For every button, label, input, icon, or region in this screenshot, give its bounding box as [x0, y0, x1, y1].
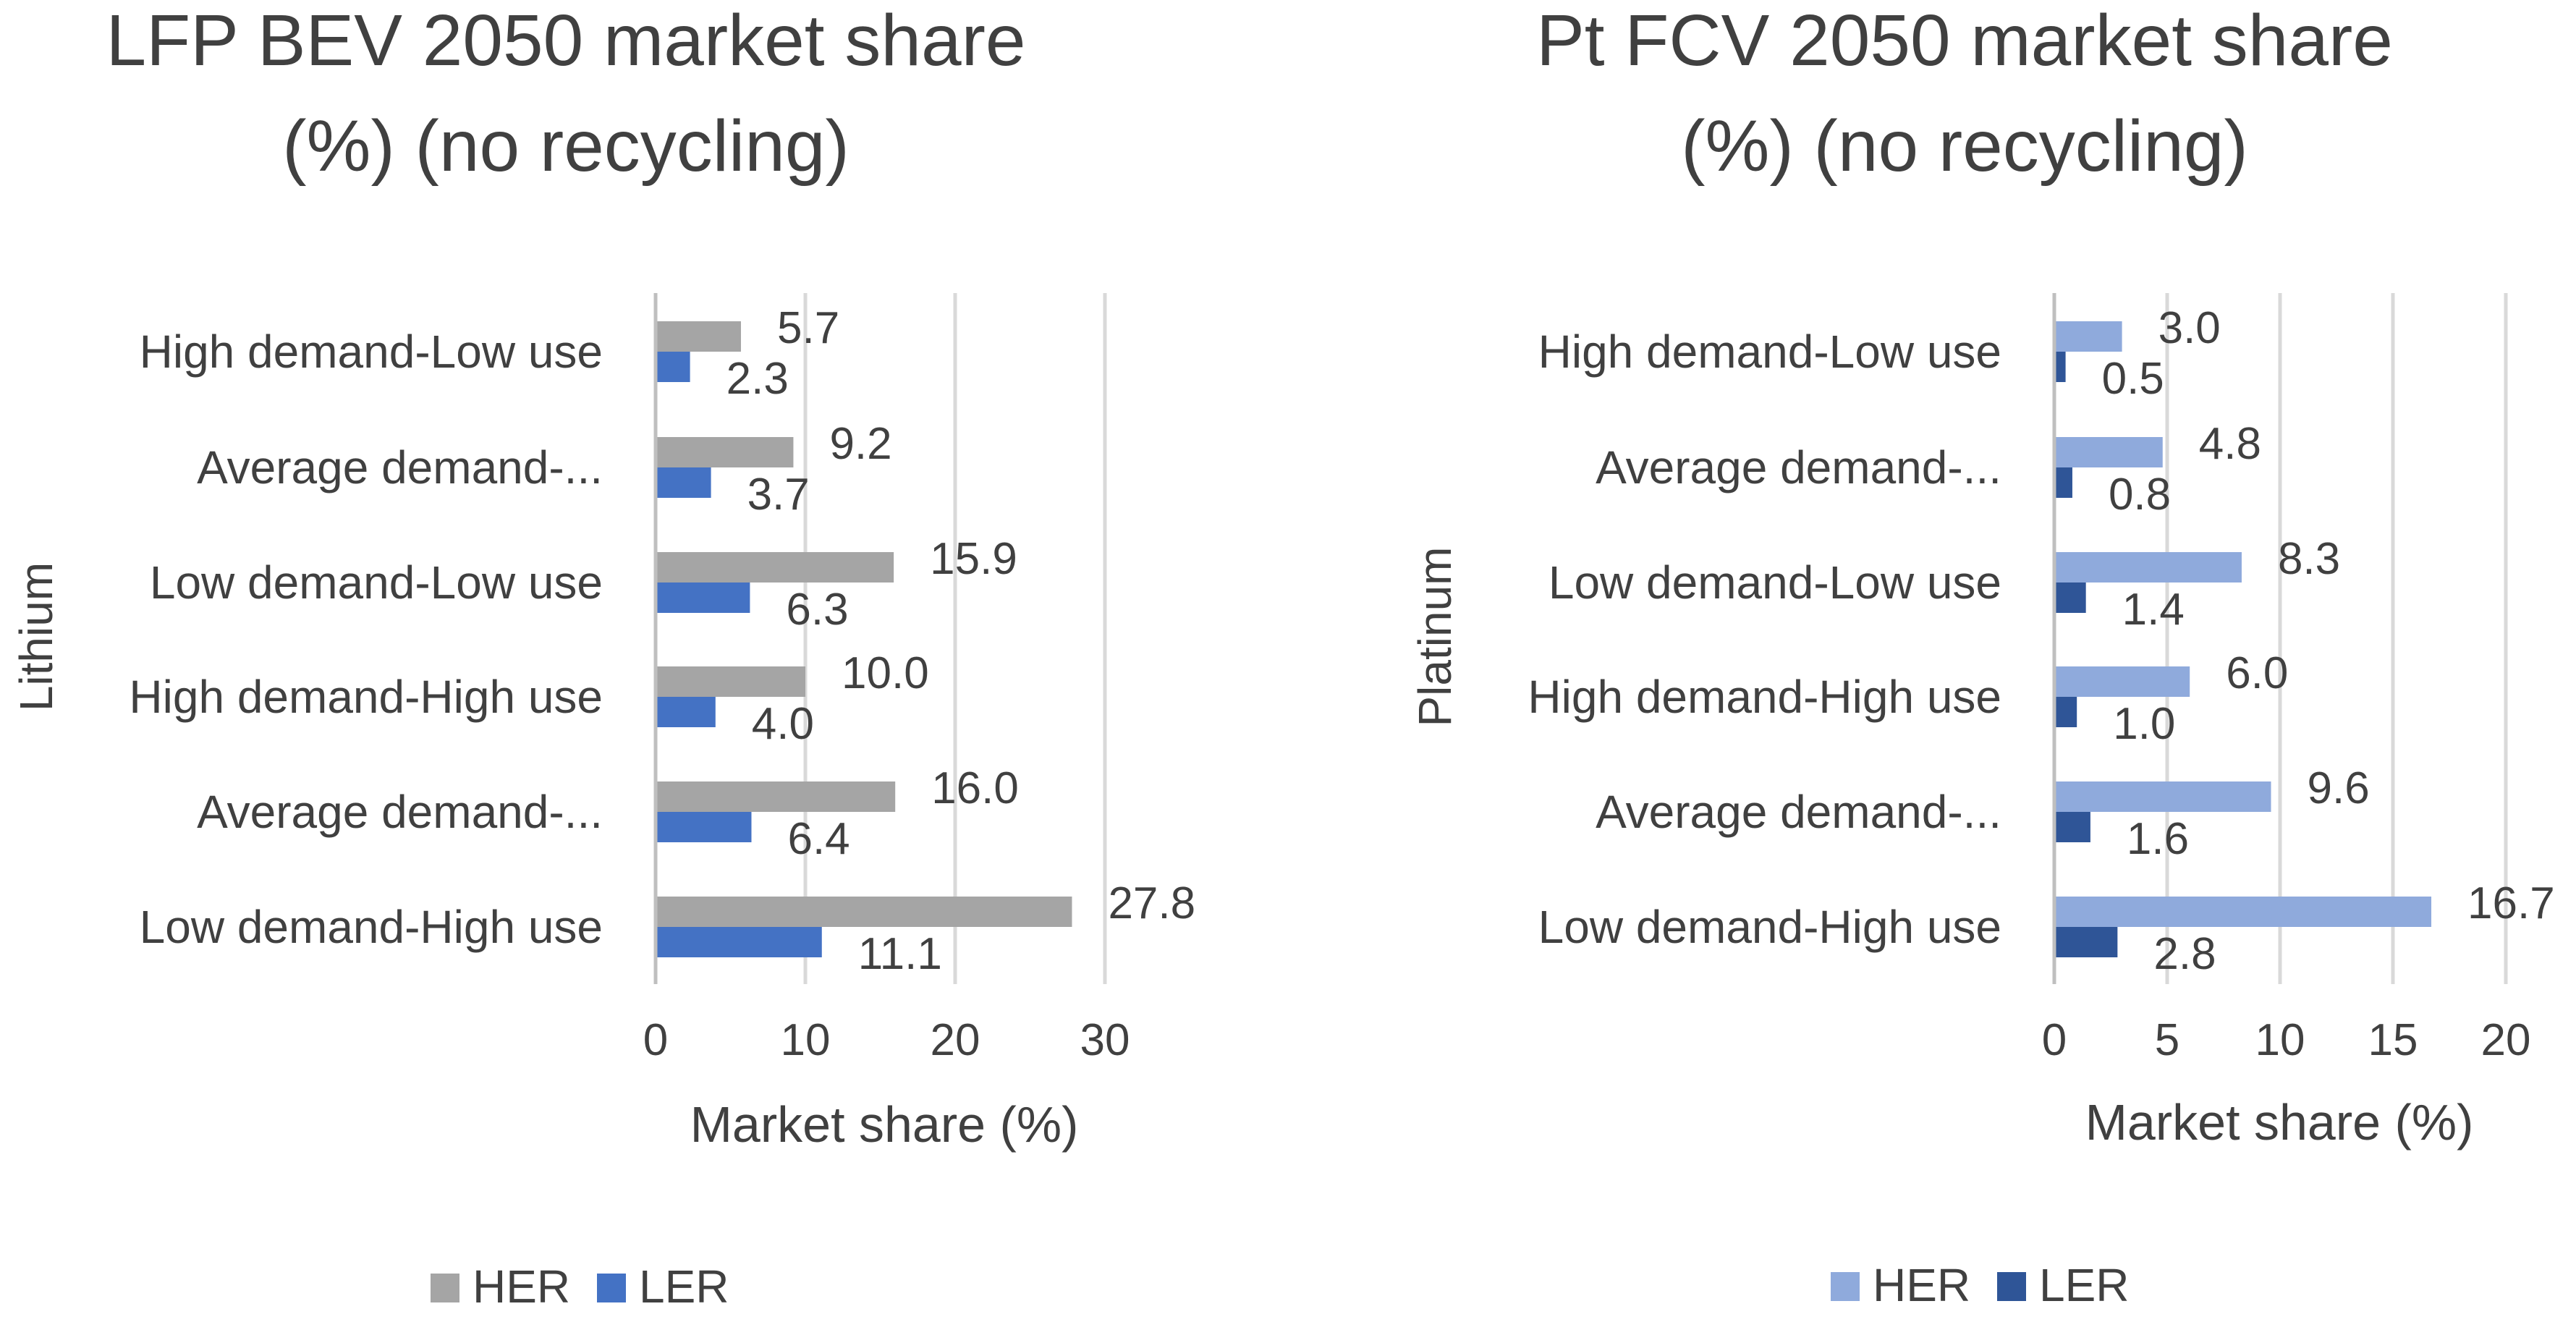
data-label-ler: 1.0 [2113, 699, 2175, 749]
category-label: Average demand-... [1596, 441, 2001, 493]
data-label-her: 4.8 [2199, 419, 2261, 469]
x-axis-label: Market share (%) [690, 1096, 1079, 1153]
data-label-her: 27.8 [1108, 878, 1195, 928]
bar-ler [656, 927, 822, 957]
category-label: High demand-High use [1528, 671, 2001, 723]
data-label-ler: 4.0 [752, 699, 814, 749]
bar-her [2054, 897, 2432, 927]
data-label-ler: 1.4 [2122, 585, 2185, 635]
data-label-ler: 3.7 [747, 470, 810, 520]
y-axis-label: Platinum [1409, 547, 1461, 727]
category-label: High demand-Low use [1538, 326, 2001, 378]
data-label-her: 10.0 [842, 648, 929, 698]
x-tick-label: 30 [1080, 1015, 1130, 1065]
bar-ler [2054, 352, 2066, 382]
bar-ler [656, 697, 716, 727]
data-label-her: 6.0 [2226, 648, 2288, 698]
legend-label-her: HER [473, 1261, 570, 1313]
bar-her [2054, 437, 2163, 467]
chart-title: (%) (no recycling) [282, 106, 850, 187]
bar-her [656, 781, 896, 812]
legend: HER LER [1831, 1259, 2130, 1311]
data-label-her: 8.3 [2278, 534, 2340, 584]
data-label-her: 9.6 [2308, 763, 2370, 813]
chart-title: (%) (no recycling) [1681, 106, 2248, 187]
category-label: Low demand-Low use [150, 556, 603, 609]
data-label-her: 3.0 [2158, 303, 2221, 353]
x-axis-label: Market share (%) [2085, 1094, 2474, 1151]
data-label-ler: 11.1 [858, 929, 942, 979]
legend-label-her: HER [1873, 1259, 1970, 1311]
x-tick-label: 5 [2155, 1015, 2179, 1065]
legend-swatch-her [431, 1274, 459, 1302]
chart-panel-1: LFP BEV 2050 market share (%) (no recycli… [10, 0, 1195, 1313]
data-label-ler: 6.3 [786, 585, 848, 635]
category-label: High demand-Low use [140, 326, 603, 378]
legend-swatch-her [1831, 1272, 1860, 1301]
x-tick-label: 0 [2042, 1015, 2067, 1065]
legend-label-ler: LER [639, 1261, 729, 1313]
chart-panel-2: Pt FCV 2050 market share (%) (no recyclin… [1409, 0, 2555, 1311]
bar-her [2054, 781, 2271, 812]
bar-ler [656, 467, 711, 498]
data-label-her: 9.2 [829, 419, 891, 469]
legend-swatch-ler [1997, 1272, 2026, 1301]
category-label: Average demand-... [1596, 786, 2001, 838]
bar-her [2054, 552, 2242, 582]
category-label: High demand-High use [129, 671, 603, 723]
x-tick-label: 15 [2368, 1015, 2418, 1065]
x-tick-label: 20 [2481, 1015, 2531, 1065]
category-label: Low demand-Low use [1548, 556, 2001, 609]
y-axis-label: Lithium [10, 562, 62, 711]
bar-ler [2054, 812, 2090, 842]
category-label: Low demand-High use [140, 901, 603, 953]
chart-title: LFP BEV 2050 market share [106, 0, 1025, 81]
bar-ler [2054, 927, 2118, 957]
bar-ler [656, 812, 752, 842]
chart-title: Pt FCV 2050 market share [1536, 0, 2393, 81]
bar-ler [656, 582, 750, 613]
bar-ler [2054, 697, 2077, 727]
data-label-ler: 2.8 [2153, 929, 2216, 979]
bar-ler [2054, 582, 2086, 613]
bar-her [2054, 321, 2122, 352]
data-label-ler: 1.6 [2127, 814, 2189, 864]
bar-her [656, 897, 1072, 927]
data-label-ler: 2.3 [726, 354, 789, 404]
data-label-ler: 0.5 [2102, 354, 2164, 404]
bar-her [2054, 666, 2190, 697]
legend-swatch-ler [597, 1274, 626, 1302]
data-label-ler: 0.8 [2109, 470, 2171, 520]
data-label-her: 16.7 [2467, 878, 2555, 928]
bar-ler [656, 352, 690, 382]
x-tick-label: 20 [931, 1015, 980, 1065]
x-tick-label: 0 [643, 1015, 668, 1065]
bar-her [656, 552, 894, 582]
legend: HER LER [431, 1261, 729, 1313]
category-label: Average demand-... [197, 441, 603, 493]
category-label: Low demand-High use [1538, 901, 2001, 953]
data-label-her: 16.0 [931, 763, 1019, 813]
data-label-her: 5.7 [777, 303, 839, 353]
bar-her [656, 321, 741, 352]
x-tick-label: 10 [2255, 1015, 2305, 1065]
data-label-her: 15.9 [930, 534, 1017, 584]
x-tick-label: 10 [781, 1015, 831, 1065]
legend-label-ler: LER [2039, 1259, 2130, 1311]
category-label: Average demand-... [197, 786, 603, 838]
bar-ler [2054, 467, 2072, 498]
data-label-ler: 6.4 [787, 814, 850, 864]
bar-her [656, 437, 794, 467]
bar-her [656, 666, 805, 697]
